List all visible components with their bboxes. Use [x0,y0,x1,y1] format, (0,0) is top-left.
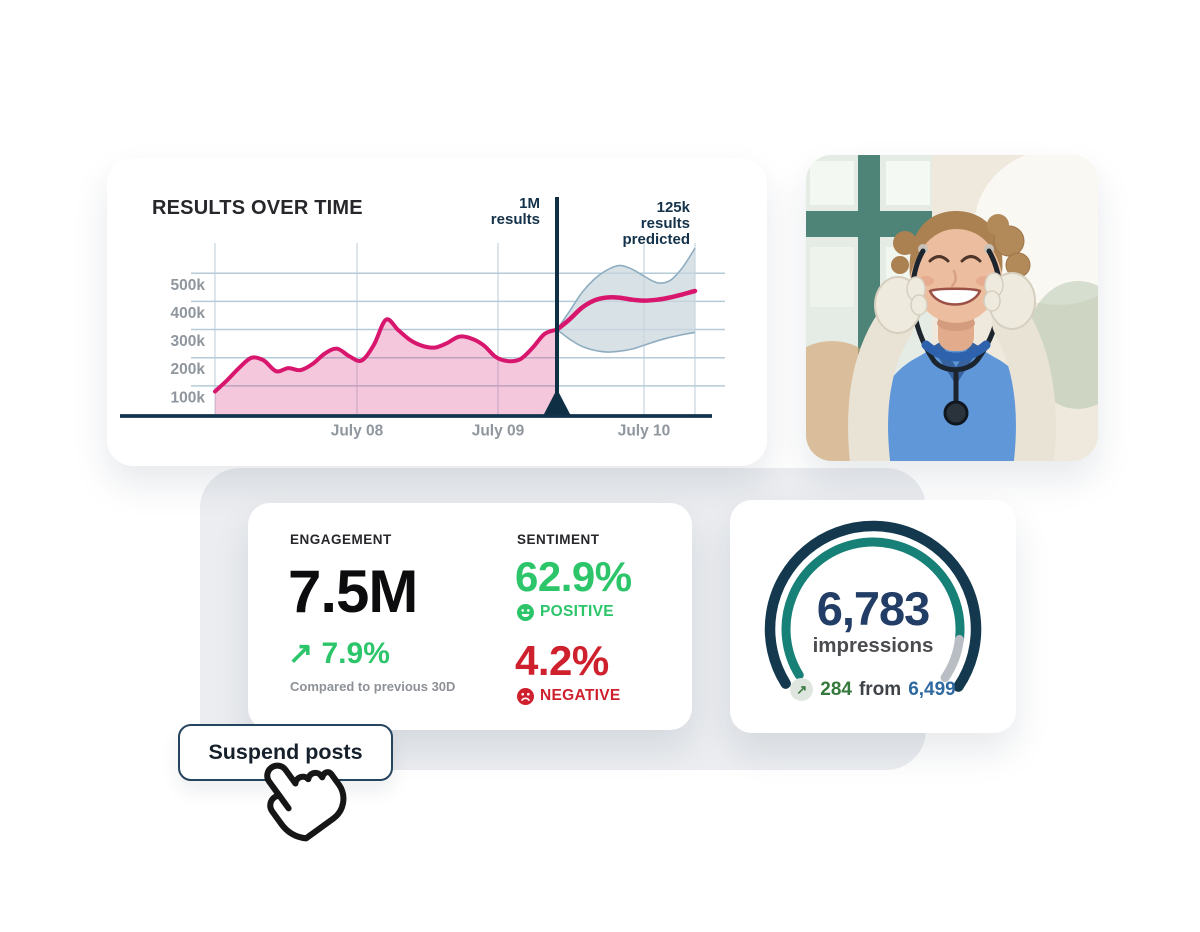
sentiment-positive-value: 62.9% [515,553,632,600]
sentiment-negative-row: NEGATIVE [517,687,620,705]
svg-text:July 10: July 10 [618,423,671,440]
metrics-card: ENGAGEMENT 7.5M ↗ 7.9% Compared to previ… [248,503,692,730]
hair [909,211,1003,277]
results-chart-title: RESULTS OVER TIME [152,197,363,219]
annotation-predicted-results: 125k results predicted [622,199,690,248]
impressions-label: impressions [812,634,934,657]
hand-cursor-icon [264,762,347,842]
sentiment-negative-value: 4.2% [515,637,609,684]
impressions-value: 6,783 [816,582,931,635]
annotation-current-results: 1M results [490,195,540,228]
results-chart-canvas: 500k 400k 300k 200k 100k July 08 July 09 July 1… [120,197,725,440]
engagement-label: ENGAGEMENT [290,532,392,547]
svg-text:July 08: July 08 [331,423,384,440]
up-arrow-circle-icon: ↗ [790,678,814,701]
engagement-value: 7.5M [288,558,418,625]
engagement-footnote: Compared to previous 30D [290,679,456,694]
positive-face-icon [517,603,534,621]
gloved-arm-left [848,305,914,461]
negative-face-icon [517,687,534,705]
gauge-canvas [764,520,982,692]
svg-text:100k: 100k [171,389,206,406]
svg-text:500k: 500k [171,277,206,294]
svg-text:300k: 300k [171,333,206,350]
smiling-eyes [928,255,950,263]
svg-text:July 09: July 09 [472,423,525,440]
nurse-photo-illustration [806,155,1098,461]
sentiment-positive-row: POSITIVE [517,603,614,621]
nurse-photo-card [806,155,1098,461]
sentiment-label: SENTIMENT [517,532,600,547]
impressions-gauge-card: 6,783 impressions ↗ 284 from 6,499 [730,500,1016,733]
results-over-time-card: RESULTS OVER TIME 1M results 125k result… [107,158,767,466]
gloved-arm-right [992,303,1056,461]
up-arrow-icon: ↗ [288,637,314,670]
engagement-delta: ↗ 7.9% [288,637,390,670]
svg-text:400k: 400k [171,305,206,322]
impressions-delta-row: ↗ 284 from 6,499 [730,678,1016,701]
smile [928,287,982,306]
svg-text:200k: 200k [171,361,206,378]
